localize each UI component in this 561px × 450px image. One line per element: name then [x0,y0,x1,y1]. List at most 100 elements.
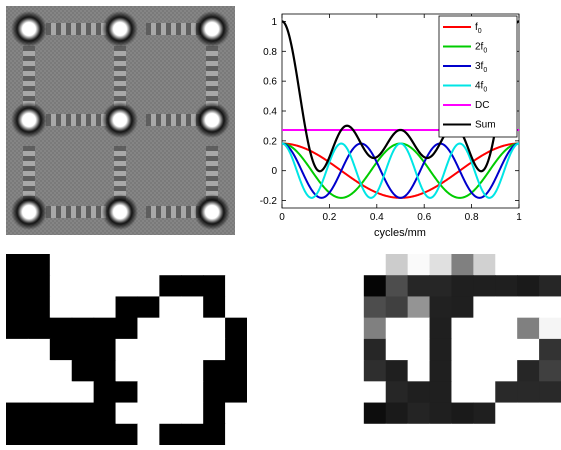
gray-pixel [539,254,561,276]
binary-pixel [6,317,29,340]
gray-pixel [320,275,343,297]
x-tick-label: 0 [279,212,285,223]
pattern-band-dark [23,166,35,171]
gray-pixel [363,338,387,361]
binary-pixel [93,254,117,276]
pattern-band-light [171,23,176,35]
binary-pixel [159,338,182,361]
pattern-band-dark [23,96,35,101]
pattern-band-light [81,23,86,35]
gray-pixel [385,423,409,446]
gray-pixel [385,381,409,404]
gray-pixel [385,402,409,425]
legend-subscript: 0 [483,87,487,94]
binary-pixel [115,317,138,340]
gray-pixel [385,254,409,276]
binary-pixel [159,317,182,340]
pattern-blob [17,17,41,41]
gray-pixel [495,254,518,276]
binary-pixel [137,317,160,340]
binary-pixel [203,317,226,340]
pattern-band-dark [46,114,51,126]
pattern-band-dark [23,146,35,151]
gray-pixel [429,317,452,340]
series-line-sum [281,20,520,173]
pattern-band-dark [186,114,191,126]
gray-pixel [451,338,474,361]
binary-pixel [159,402,182,425]
pattern-band-dark [206,156,218,161]
binary-pixel [225,381,248,404]
gray-pixel [363,254,387,276]
gray-pixel [341,296,365,319]
binary-pixel [159,275,182,297]
gray-pixel [495,275,518,297]
legend-subscript: 0 [478,28,482,35]
gray-pixel [407,402,431,425]
binary-pixel [49,423,73,446]
binary-pixel [27,317,51,340]
pattern-band-light [161,114,166,126]
binary-pattern-svg [6,254,248,446]
gray-pixel [451,254,474,276]
gray-pixel [473,296,496,319]
gray-pixel [539,402,561,425]
binary-pixel [115,423,138,446]
pattern-band-dark [114,66,126,71]
binary-pixel [6,275,29,297]
gray-pixel [495,338,518,361]
pattern-band-dark [114,96,126,101]
binary-pixel [203,423,226,446]
pattern-band-light [114,181,126,186]
binary-pixel [159,381,182,404]
pattern-band-dark [66,114,71,126]
series-line-4f0 [281,142,520,199]
gray-pixel [363,317,387,340]
pattern-band-light [206,91,218,96]
pattern-blob [108,200,132,224]
gray-pixel [517,296,540,319]
chart-svg: 0 0.2 0.4 0.6 0.8 1-0.200.20.40.60.81 f02f03f… [260,13,522,239]
pattern-band-dark [114,76,126,81]
series-line-3f0 [281,142,520,199]
gray-pixel [407,254,431,276]
gray-pixel [341,317,365,340]
pattern-band-light [191,206,196,218]
gray-pixel [473,254,496,276]
pattern-band-light [23,171,35,176]
gray-pixel [341,402,365,425]
pattern-band-light [23,61,35,66]
pattern-band-dark [166,114,171,126]
binary-pixel [203,275,226,297]
pattern-band-dark [23,156,35,161]
pattern-band-light [71,23,76,35]
binary-pixel [6,338,29,361]
pattern-band-light [206,51,218,56]
pattern-band-dark [206,186,218,191]
pattern-band-light [151,114,156,126]
binary-pixel [181,275,204,297]
gray-pixel [429,296,452,319]
pattern-band-dark [96,206,101,218]
pattern-band-dark [76,114,81,126]
gray-pixel [495,296,518,319]
binary-pixel [93,296,117,319]
pattern-band-light [114,81,126,86]
gray-pixel [495,381,518,404]
binary-pixel [203,381,226,404]
pattern-band-light [191,114,196,126]
binary-pixel [115,381,138,404]
gray-pixel [473,381,496,404]
binary-pixel [159,296,182,319]
legend-box [438,15,518,138]
interference-pattern-image [6,6,235,235]
pattern-band-light [71,206,76,218]
binary-pixel [49,402,73,425]
pattern-band-dark [23,186,35,191]
gray-pixel [539,296,561,319]
pattern-band-light [71,114,76,126]
gray-pixel [385,296,409,319]
pattern-band-light [23,191,35,196]
pattern-band-light [91,114,96,126]
binary-pixel [93,317,117,340]
